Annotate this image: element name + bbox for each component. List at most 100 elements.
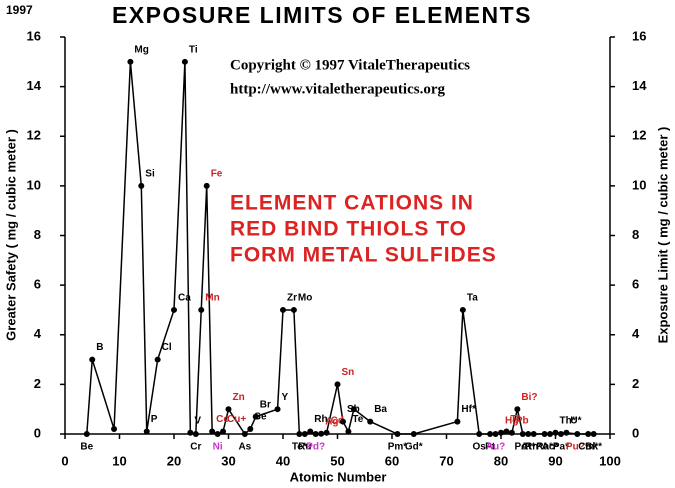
point [83, 431, 90, 437]
point-label: V [194, 415, 201, 426]
point-label: Zn [233, 392, 245, 403]
point [547, 431, 554, 437]
x-tick-label: 20 [167, 453, 181, 468]
point-label: Co [216, 414, 229, 425]
point-label: At* [521, 442, 536, 453]
copyright: Copyright © 1997 VitaleTherapeutics [230, 57, 470, 73]
point-label: Mn [205, 293, 219, 304]
y2-tick-label: 8 [632, 227, 639, 242]
x-tick-label: 30 [221, 453, 235, 468]
point [459, 306, 466, 313]
point [514, 406, 521, 413]
point [89, 356, 96, 363]
point [350, 406, 357, 413]
point [111, 426, 118, 433]
x-tick-label: 100 [599, 453, 621, 468]
point-label: Hf* [461, 404, 476, 415]
point-label: Cd [331, 415, 344, 426]
point-label: Ru [298, 442, 311, 453]
y2-tick-label: 10 [632, 177, 646, 192]
point-label: Si [145, 169, 155, 180]
point-label: Pu?* [566, 442, 589, 453]
point-label: Ra* [536, 442, 553, 453]
point-label: Pd? [306, 442, 325, 453]
point-label: Br [260, 399, 271, 410]
chart-title: EXPOSURE LIMITS OF ELEMENTS [112, 2, 532, 28]
point [574, 431, 581, 437]
y2-tick-label: 4 [632, 326, 640, 341]
y2-tick-label: 16 [632, 28, 646, 43]
point-label: Cu+ [227, 414, 246, 425]
y2-tick-label: 14 [632, 78, 647, 93]
point [225, 406, 232, 413]
x-tick-label: 60 [385, 453, 399, 468]
point-label: Ta [467, 293, 478, 304]
point [503, 428, 510, 435]
point [138, 182, 145, 189]
point-label: Os [473, 442, 487, 453]
point [552, 429, 559, 436]
point-label: Bi? [521, 392, 537, 403]
point-label: Ni [213, 442, 223, 453]
point [563, 429, 570, 436]
point-label: Fe [211, 169, 223, 180]
point-label: Bk* [585, 442, 602, 453]
point-label: Th* [560, 415, 576, 426]
point [127, 58, 134, 65]
url: http://www.vitaletherapeutics.org [230, 81, 445, 97]
point [541, 431, 548, 437]
point [525, 431, 532, 437]
y2-tick-label: 12 [632, 128, 646, 143]
point-label: As [238, 442, 251, 453]
y2-axis-label: Exposure Limit ( mg / cubic meter ) [655, 127, 670, 344]
point [339, 418, 346, 425]
point-label: Gd* [405, 442, 423, 453]
x-tick-label: 80 [494, 453, 508, 468]
point [247, 426, 254, 433]
point [274, 406, 281, 413]
point-label: Rh [314, 414, 327, 425]
point [498, 429, 504, 436]
x-tick-label: 90 [548, 453, 562, 468]
point [203, 182, 210, 189]
point [323, 429, 330, 436]
y-tick-label: 2 [34, 376, 41, 391]
point [252, 413, 259, 420]
point [154, 356, 161, 363]
point [410, 431, 417, 437]
point-label: Pb [516, 415, 529, 426]
point [334, 381, 341, 388]
year: 1997 [6, 3, 33, 17]
point [394, 431, 401, 437]
point [590, 431, 597, 437]
y2-tick-label: 6 [632, 277, 639, 292]
point-label: Zr [287, 293, 297, 304]
y-axis-label: Greater Safety ( mg / cubic meter ) [3, 129, 18, 341]
point-label: Te [352, 414, 363, 425]
y-tick-label: 8 [34, 227, 41, 242]
y-tick-label: 0 [34, 425, 41, 440]
point [557, 431, 564, 437]
point [476, 431, 483, 437]
point [181, 58, 188, 65]
point-label: Rn* [525, 442, 542, 453]
point-label: Tl [510, 414, 519, 425]
point [290, 306, 297, 313]
point [367, 418, 374, 425]
y-tick-label: 6 [34, 277, 41, 292]
point [187, 429, 194, 436]
x-axis-label: Atomic Number [290, 469, 387, 484]
point [312, 431, 319, 437]
point-label: Se [254, 412, 267, 423]
point-label: P [151, 414, 158, 425]
y-tick-label: 4 [34, 326, 42, 341]
point [209, 428, 216, 435]
point-label: Tc* [292, 442, 307, 453]
point [585, 431, 592, 437]
point-label: Ti [189, 44, 198, 55]
point-label: Pt [485, 442, 496, 453]
note: RED BIND THIOLS TO [230, 218, 467, 241]
point [530, 431, 537, 437]
